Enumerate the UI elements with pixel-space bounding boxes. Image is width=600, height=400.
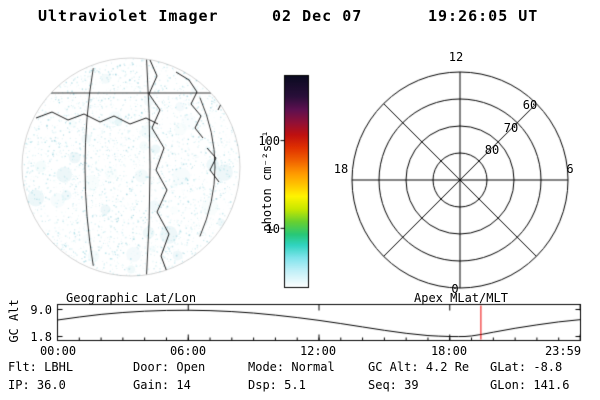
colorbar-tick-10: 10	[265, 222, 280, 236]
status-dsp: Dsp: 5.1	[248, 378, 306, 392]
xtick-0600: 06:00	[169, 344, 207, 358]
status-glon: GLon: 141.6	[490, 378, 569, 392]
status-mode-value: Normal	[291, 360, 335, 374]
date-display: 02 Dec 07	[272, 7, 363, 25]
mlat-label-80: 80	[484, 143, 500, 157]
status-seq-label: Seq:	[368, 378, 397, 392]
colorbar-tick-100: 100	[258, 134, 280, 148]
status-gain: Gain: 14	[133, 378, 191, 392]
status-mode-label: Mode:	[248, 360, 285, 374]
xtick-1200: 12:00	[299, 344, 337, 358]
status-ip-value: 36.0	[36, 378, 66, 392]
status-dsp-label: Dsp:	[248, 378, 277, 392]
mlt-label-18: 18	[333, 162, 349, 176]
status-door-value: Open	[176, 360, 206, 374]
mlt-label-0: 0	[451, 282, 459, 296]
xtick-0000: 00:00	[39, 344, 77, 358]
alt-ytick-top: 9.0	[30, 303, 52, 317]
status-glat: GLat: -8.8	[490, 360, 562, 374]
page-title: Ultraviolet Imager	[38, 7, 219, 25]
status-gcalt-value: 4.2 Re	[425, 360, 470, 374]
time-display: 19:26:05 UT	[428, 7, 539, 25]
earth-panel-caption: Geographic Lat/Lon	[66, 291, 197, 305]
status-glon-label: GLon:	[490, 378, 527, 392]
polar-panel-caption: Apex MLat/MLT	[414, 291, 508, 305]
mlat-label-70: 70	[503, 121, 519, 135]
status-ip-label: IP:	[8, 378, 30, 392]
mlt-label-6: 6	[566, 162, 574, 176]
status-gcalt: GC Alt: 4.2 Re	[368, 360, 469, 374]
status-gain-value: 14	[176, 378, 191, 392]
status-seq-value: 39	[404, 378, 419, 392]
status-seq: Seq: 39	[368, 378, 419, 392]
status-dsp-value: 5.1	[284, 378, 306, 392]
alt-plot-ylabel: GC Alt	[7, 299, 21, 343]
mlat-label-60: 60	[522, 98, 538, 112]
status-flt: Flt: LBHL	[8, 360, 73, 374]
alt-ytick-bottom: 1.8	[30, 330, 52, 344]
status-flt-value: LBHL	[44, 360, 74, 374]
status-glat-label: GLat:	[490, 360, 527, 374]
status-flt-label: Flt:	[8, 360, 37, 374]
status-gcalt-label: GC Alt:	[368, 360, 419, 374]
xtick-2359: 23:59	[544, 344, 582, 358]
status-glat-value: -8.8	[533, 360, 563, 374]
status-glon-value: 141.6	[533, 378, 570, 392]
status-door: Door: Open	[133, 360, 205, 374]
status-mode: Mode: Normal	[248, 360, 335, 374]
status-gain-label: Gain:	[133, 378, 170, 392]
status-ip: IP: 36.0	[8, 378, 66, 392]
mlt-label-12: 12	[448, 50, 464, 64]
xtick-1800: 18:00	[430, 344, 468, 358]
status-door-label: Door:	[133, 360, 170, 374]
